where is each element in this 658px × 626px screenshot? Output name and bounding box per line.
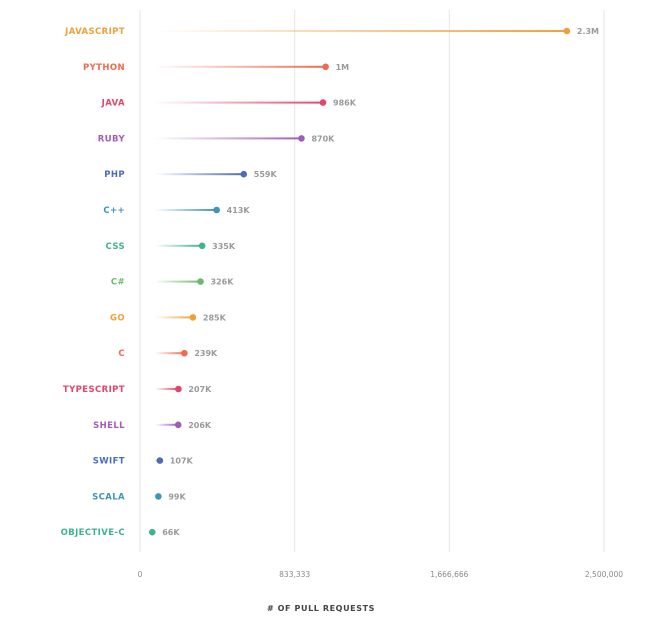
category-label: SCALA xyxy=(92,492,125,502)
data-label: 2.3M xyxy=(577,27,599,36)
x-tick-label: 833,333 xyxy=(279,570,310,579)
category-label: SHELL xyxy=(93,421,125,431)
data-label: 335K xyxy=(212,242,236,251)
x-tick-label: 2,500,000 xyxy=(585,570,623,579)
lollipop-point xyxy=(198,242,206,250)
data-label: 870K xyxy=(311,134,335,143)
lollipop-stem xyxy=(155,137,302,140)
data-label: 413K xyxy=(227,206,251,215)
x-axis-ticks: 0 833,333 1,666,666 2,500,000 xyxy=(138,570,624,579)
lollipop-stem xyxy=(155,352,185,355)
data-label: 107K xyxy=(170,457,194,466)
data-label: 99K xyxy=(168,492,186,501)
lollipop-stem xyxy=(155,244,203,247)
lollipop-point xyxy=(322,63,329,71)
lollipop-point xyxy=(148,528,156,536)
x-axis-title: # OF PULL REQUESTS xyxy=(267,604,375,613)
data-label: 66K xyxy=(162,528,180,537)
grid-layer xyxy=(139,10,605,552)
category-label: SWIFT xyxy=(93,457,125,467)
lollipop-stem xyxy=(155,388,179,390)
lollipop-point xyxy=(189,314,197,321)
x-tick-label: 0 xyxy=(138,570,143,579)
data-label: 206K xyxy=(188,421,212,430)
lollipop-point xyxy=(197,278,204,285)
data-label: 326K xyxy=(211,278,235,287)
lollipop-point xyxy=(563,27,571,35)
lollipop-point xyxy=(175,385,182,393)
lollipop-point xyxy=(181,349,188,357)
x-tick-label: 1,666,666 xyxy=(430,570,468,579)
lollipop-stem xyxy=(155,173,244,176)
category-label: C# xyxy=(111,278,125,288)
lollipop-point xyxy=(298,135,305,142)
data-label: 986K xyxy=(333,99,357,108)
category-label: JAVASCRIPT xyxy=(64,27,125,37)
lollipop-stem xyxy=(155,423,179,426)
lollipop-stem xyxy=(155,280,201,283)
lollipop-stem xyxy=(155,30,567,32)
lollipop-stem xyxy=(155,101,324,104)
lollipop-point xyxy=(155,493,162,500)
lollipop-point xyxy=(213,206,220,214)
data-label: 207K xyxy=(188,385,212,394)
lollipop-point xyxy=(240,170,248,178)
category-label: JAVA xyxy=(101,99,125,109)
lollipop-point xyxy=(319,99,327,106)
lollipop-point xyxy=(174,421,182,429)
category-label: TYPESCRIPT xyxy=(63,385,125,395)
category-label: RUBY xyxy=(98,134,126,144)
data-label: 1M xyxy=(336,63,350,72)
lollipop-point xyxy=(156,457,164,464)
category-labels: JAVASCRIPT PYTHON JAVA RUBY PHP C++ CSS C# GO C TY… xyxy=(61,27,126,538)
category-label: OBJECTIVE-C xyxy=(61,528,125,538)
series-marks: 2.3M 1M 986K 870K 559K 413K 335K 326K 285K 239K 20… xyxy=(148,27,599,537)
category-label: CSS xyxy=(106,242,125,252)
data-label: 559K xyxy=(254,170,278,179)
category-label: C xyxy=(118,349,125,359)
lollipop-stem xyxy=(155,209,217,211)
category-label: GO xyxy=(110,313,125,323)
category-label: PYTHON xyxy=(83,63,125,73)
data-label: 285K xyxy=(203,313,227,322)
category-label: C++ xyxy=(103,206,125,216)
lollipop-stem xyxy=(155,65,326,68)
category-label: PHP xyxy=(104,170,125,180)
lollipop-stem xyxy=(155,316,193,319)
data-label: 239K xyxy=(194,349,218,358)
